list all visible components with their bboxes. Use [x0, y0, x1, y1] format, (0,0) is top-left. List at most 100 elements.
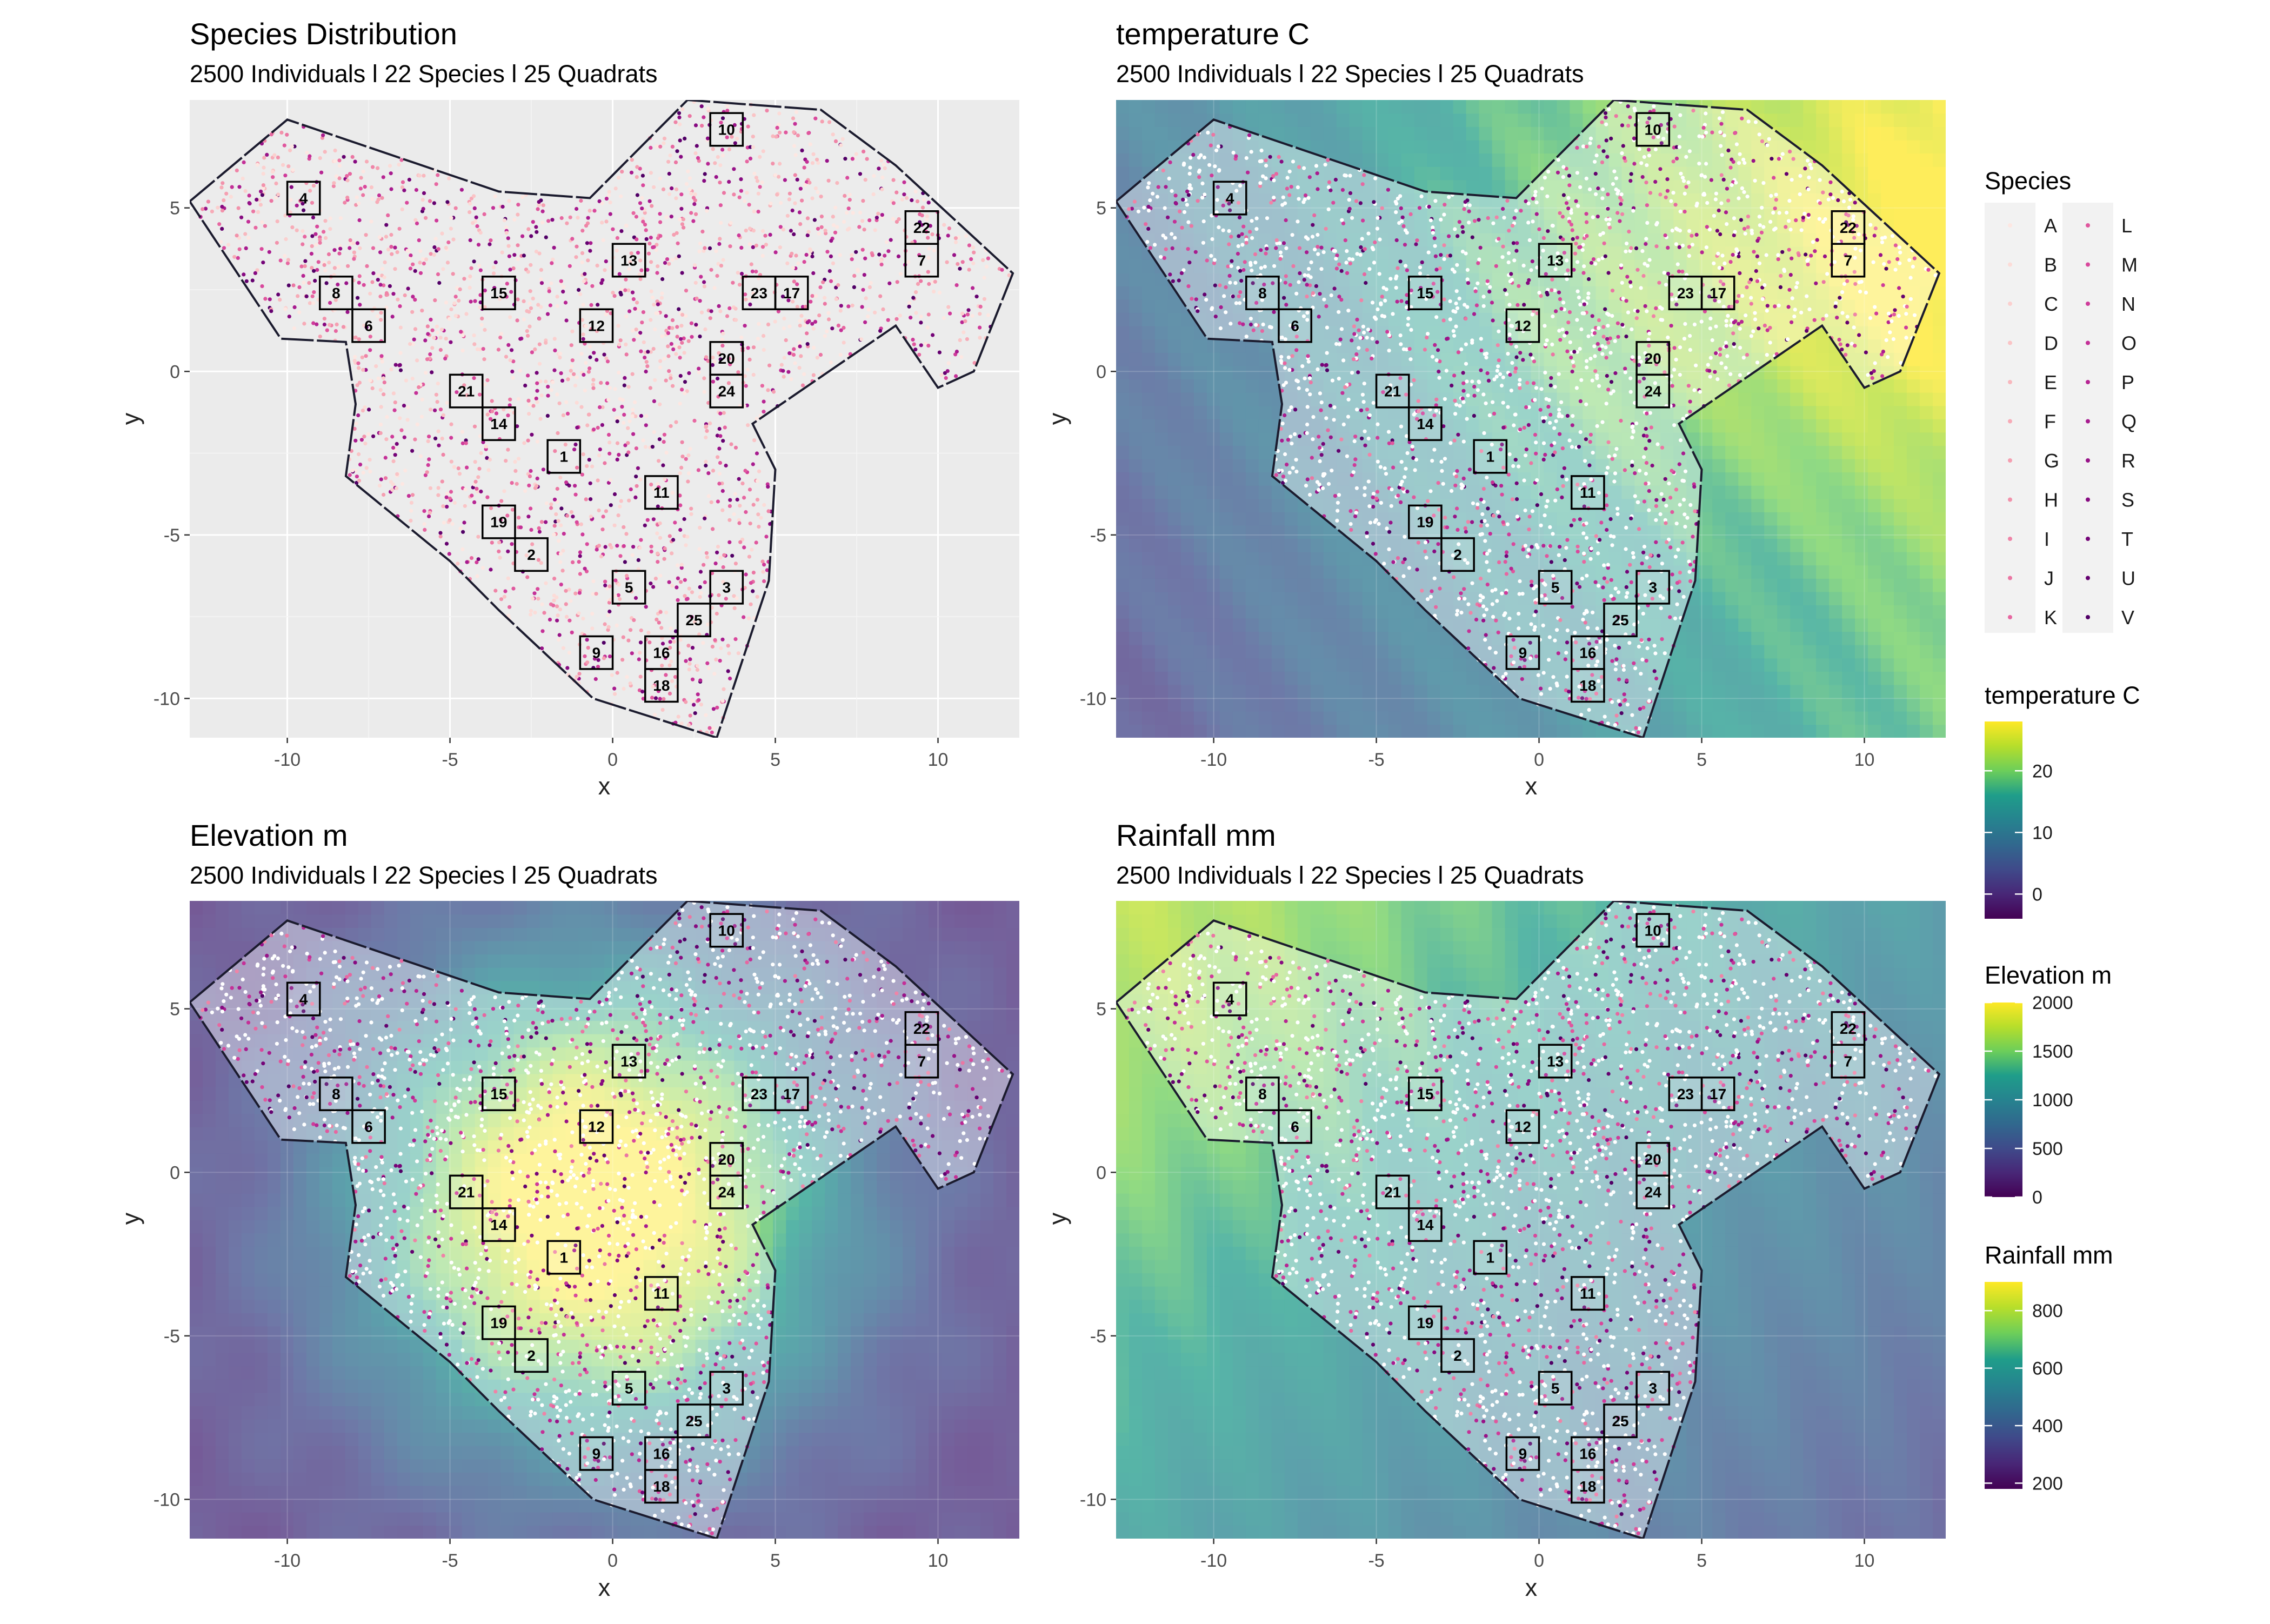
quadrat: 20	[710, 342, 743, 375]
individual-point	[586, 216, 590, 220]
individual-point	[436, 493, 440, 497]
individual-point	[357, 452, 360, 456]
individual-point	[288, 149, 292, 152]
individual-point	[409, 266, 412, 270]
individual-point	[477, 243, 480, 246]
heatmap-cell	[1414, 140, 1428, 153]
heatmap-cell	[1440, 166, 1454, 180]
individual-point	[361, 368, 365, 372]
individual-point	[682, 217, 685, 221]
heatmap-cell	[1518, 113, 1532, 127]
heatmap-cell	[1414, 153, 1428, 166]
individual-point	[688, 657, 692, 661]
heatmap-cell	[1401, 618, 1415, 632]
heatmap-cell	[1712, 405, 1726, 419]
individual-point	[528, 325, 531, 329]
quadrat-label: 23	[751, 285, 767, 302]
heatmap-cell	[1220, 485, 1233, 499]
individual-point	[782, 317, 786, 320]
individual-point	[678, 356, 682, 359]
heatmap-cell	[1116, 499, 1130, 512]
individual-point	[378, 250, 382, 254]
individual-point	[686, 644, 690, 647]
heatmap-cell	[1401, 698, 1415, 711]
heatmap-cell	[1233, 605, 1246, 618]
individual-point	[607, 190, 611, 193]
individual-point	[368, 458, 372, 462]
individual-point	[538, 251, 542, 255]
heatmap-cell	[1259, 352, 1272, 366]
heatmap-cell	[1142, 618, 1156, 632]
heatmap-cell	[1427, 631, 1441, 645]
individual-point	[877, 166, 880, 170]
heatmap-cell	[1116, 472, 1130, 485]
individual-point	[355, 196, 359, 199]
individual-point	[368, 348, 372, 352]
quadrat-label: 12	[588, 318, 605, 335]
individual-point	[579, 352, 583, 356]
individual-point	[538, 362, 542, 366]
individual-point	[732, 512, 736, 516]
heatmap-cell	[1751, 671, 1765, 685]
individual-point	[392, 459, 396, 463]
individual-point	[439, 407, 443, 411]
individual-point	[558, 352, 562, 356]
individual-point	[798, 210, 802, 214]
heatmap-cell	[1194, 339, 1207, 353]
heatmap-cell	[1427, 100, 1441, 113]
individual-point	[907, 301, 911, 305]
individual-point	[721, 489, 725, 493]
heatmap-cell	[1129, 512, 1143, 525]
individual-point	[492, 271, 496, 275]
individual-point	[445, 505, 449, 509]
individual-point	[786, 214, 790, 218]
quadrat: 2	[515, 538, 548, 571]
individual-point	[446, 260, 450, 264]
heatmap-cell	[1129, 525, 1143, 539]
heatmap-cell	[1725, 538, 1739, 552]
heatmap-cell	[1181, 711, 1194, 725]
heatmap-cell	[1725, 631, 1739, 645]
individual-point	[672, 233, 676, 237]
heatmap-cell	[1155, 140, 1169, 153]
individual-point	[426, 439, 430, 443]
heatmap-cell	[1129, 552, 1143, 565]
heatmap-cell	[1311, 671, 1324, 685]
individual-point	[622, 636, 625, 639]
heatmap-cell	[1337, 605, 1350, 618]
individual-point	[658, 359, 662, 363]
individual-point	[921, 206, 925, 210]
heatmap-cell	[1194, 538, 1207, 552]
heatmap-cell	[1401, 153, 1415, 166]
heatmap-cell	[1194, 432, 1207, 446]
individual-point	[656, 552, 659, 556]
individual-point	[674, 196, 678, 200]
heatmap-cell	[1259, 618, 1272, 632]
individual-point	[639, 538, 643, 542]
individual-point	[468, 286, 472, 290]
individual-point	[805, 253, 809, 257]
heatmap-cell	[1673, 711, 1687, 725]
individual-point	[756, 498, 759, 502]
heatmap-cell	[1311, 711, 1324, 725]
individual-point	[832, 223, 836, 227]
heatmap-cell	[1492, 724, 1506, 738]
individual-point	[437, 486, 440, 490]
individual-point	[310, 244, 314, 248]
individual-point	[629, 487, 633, 491]
quadrat-label: 6	[364, 318, 373, 335]
heatmap-cell	[1298, 618, 1311, 632]
heatmap-cell	[1751, 578, 1765, 592]
individual-point	[575, 401, 579, 405]
individual-point	[625, 352, 629, 356]
individual-point	[861, 199, 865, 203]
individual-point	[564, 480, 568, 484]
heatmap-cell	[1453, 100, 1467, 113]
individual-point	[596, 426, 600, 430]
individual-point	[978, 312, 982, 316]
heatmap-cell	[1246, 538, 1259, 552]
individual-point	[738, 540, 742, 544]
individual-point	[717, 242, 721, 246]
individual-point	[823, 296, 826, 300]
heatmap-cell	[1466, 100, 1480, 113]
